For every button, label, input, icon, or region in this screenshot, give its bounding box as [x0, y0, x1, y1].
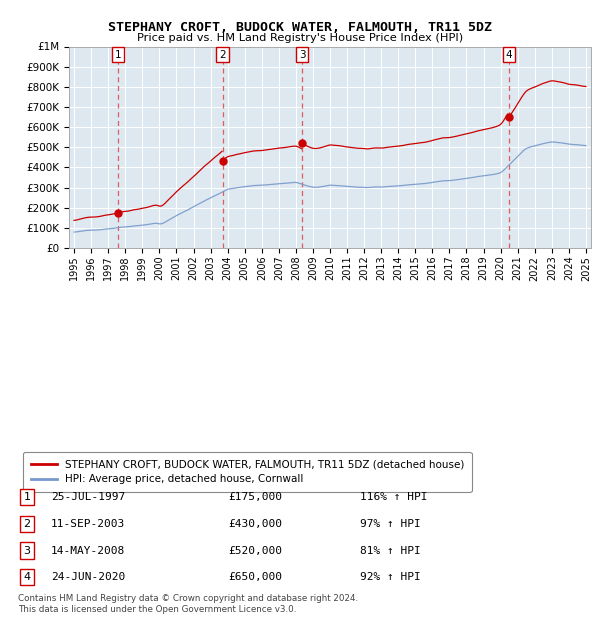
Text: Contains HM Land Registry data © Crown copyright and database right 2024.: Contains HM Land Registry data © Crown c…	[18, 594, 358, 603]
Text: STEPHANY CROFT, BUDOCK WATER, FALMOUTH, TR11 5DZ: STEPHANY CROFT, BUDOCK WATER, FALMOUTH, …	[108, 22, 492, 34]
Legend: STEPHANY CROFT, BUDOCK WATER, FALMOUTH, TR11 5DZ (detached house), HPI: Average : STEPHANY CROFT, BUDOCK WATER, FALMOUTH, …	[23, 452, 472, 492]
Text: 3: 3	[299, 50, 305, 60]
Text: £175,000: £175,000	[228, 492, 282, 502]
Text: 14-MAY-2008: 14-MAY-2008	[51, 546, 125, 556]
Text: This data is licensed under the Open Government Licence v3.0.: This data is licensed under the Open Gov…	[18, 604, 296, 614]
Text: 116% ↑ HPI: 116% ↑ HPI	[360, 492, 427, 502]
Text: 97% ↑ HPI: 97% ↑ HPI	[360, 519, 421, 529]
Text: 3: 3	[23, 546, 31, 556]
Text: 1: 1	[23, 492, 31, 502]
Text: 2: 2	[23, 519, 31, 529]
Text: 1: 1	[115, 50, 121, 60]
Text: 4: 4	[23, 572, 31, 582]
Text: 11-SEP-2003: 11-SEP-2003	[51, 519, 125, 529]
Text: £520,000: £520,000	[228, 546, 282, 556]
Text: Price paid vs. HM Land Registry's House Price Index (HPI): Price paid vs. HM Land Registry's House …	[137, 33, 463, 43]
Text: 24-JUN-2020: 24-JUN-2020	[51, 572, 125, 582]
Text: 25-JUL-1997: 25-JUL-1997	[51, 492, 125, 502]
Text: 81% ↑ HPI: 81% ↑ HPI	[360, 546, 421, 556]
Text: £650,000: £650,000	[228, 572, 282, 582]
Text: 4: 4	[505, 50, 512, 60]
Text: £430,000: £430,000	[228, 519, 282, 529]
Text: 2: 2	[219, 50, 226, 60]
Text: 92% ↑ HPI: 92% ↑ HPI	[360, 572, 421, 582]
